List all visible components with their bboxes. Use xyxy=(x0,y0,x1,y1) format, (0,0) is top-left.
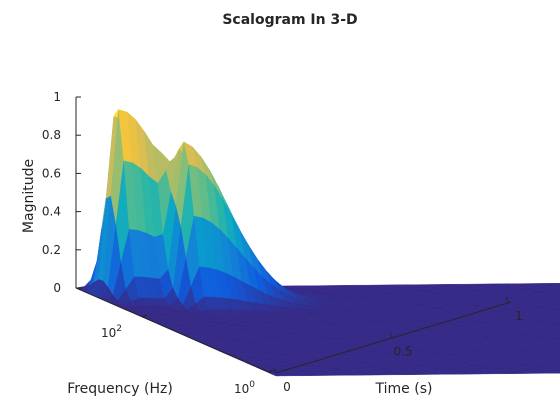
surface-patch xyxy=(550,370,560,374)
surface-patch xyxy=(549,297,560,301)
surface-patch xyxy=(552,345,560,348)
surface-patch xyxy=(552,310,560,314)
z-tick-label: 1 xyxy=(53,90,61,104)
chart-title: Scalogram In 3-D xyxy=(222,12,357,28)
surface-patch xyxy=(549,313,560,316)
z-tick-label: 0.6 xyxy=(42,166,61,180)
surface-patch xyxy=(548,362,560,365)
x-tick-label: 1 xyxy=(515,309,523,323)
surface-patch xyxy=(551,306,560,310)
surface-patch xyxy=(551,287,560,290)
surface-patch xyxy=(555,323,560,327)
x-tick-label: 0.5 xyxy=(393,345,412,359)
surface xyxy=(75,108,560,377)
surface-patch xyxy=(554,319,560,323)
surface-patch xyxy=(550,336,560,340)
y-tick-mark xyxy=(141,314,148,318)
surface-patch xyxy=(553,330,560,333)
surface-patch xyxy=(553,349,560,353)
z-tick-label: 0.2 xyxy=(42,243,61,257)
z-tick-label: 0.4 xyxy=(42,205,61,219)
x-axis-label: Time (s) xyxy=(375,381,433,397)
surface-patch xyxy=(551,340,560,344)
y-axis-line xyxy=(75,287,272,374)
x-tick-mark xyxy=(273,367,277,374)
x-tick-label: 0 xyxy=(283,380,291,394)
surface-patch xyxy=(554,300,560,303)
surface-patch xyxy=(554,285,560,288)
y-tick-mark xyxy=(268,369,275,373)
surface-patch xyxy=(550,351,560,355)
surface-patch xyxy=(555,358,560,361)
y-axis-label: Frequency (Hz) xyxy=(67,381,173,397)
surface-patch xyxy=(547,343,560,346)
surface-patch xyxy=(549,366,560,370)
surface-patch xyxy=(553,364,560,368)
y-tick-label: 102 xyxy=(101,324,122,340)
surface-patch xyxy=(556,328,560,330)
y-tick-label: 100 xyxy=(234,380,255,396)
y-ticks: 102 100 xyxy=(101,314,275,396)
surface-patch xyxy=(551,355,560,359)
surface-patch xyxy=(555,289,560,292)
z-tick-label: 0 xyxy=(53,281,61,295)
surface-patch xyxy=(552,360,560,363)
surface-patch xyxy=(549,332,560,335)
surface-patch xyxy=(556,293,560,296)
x-tick-mark xyxy=(389,332,393,338)
surface-patch xyxy=(552,325,560,329)
x-tick-mark xyxy=(505,296,509,303)
surface-patch xyxy=(555,338,560,342)
surface-patch xyxy=(551,321,560,325)
surface-patch xyxy=(557,313,560,315)
surface-patch xyxy=(548,293,560,297)
z-ticks: 0 0.2 0.4 0.6 0.8 1 xyxy=(42,90,81,295)
surface-patch xyxy=(546,338,560,342)
surface-patch xyxy=(549,347,560,350)
surface-patch xyxy=(552,291,560,295)
surface-patch xyxy=(547,308,560,312)
surface-patch xyxy=(546,304,560,308)
surface-patch xyxy=(556,362,560,365)
surface-patch xyxy=(550,283,560,286)
surface-patch xyxy=(553,295,560,299)
axes xyxy=(75,97,512,374)
z-tick-label: 0.8 xyxy=(42,128,61,142)
surface-patch xyxy=(557,347,560,349)
x-axis-line xyxy=(275,301,512,374)
surface-patch xyxy=(554,353,560,357)
surface-patch xyxy=(555,304,560,307)
z-axis-label: Magnitude xyxy=(21,159,37,233)
surface-patch xyxy=(550,302,560,305)
surface-patch xyxy=(554,334,560,338)
surface-patch xyxy=(550,317,560,320)
surface-patch xyxy=(548,328,560,331)
x-ticks: 00.51 xyxy=(273,296,523,394)
surface-patch xyxy=(553,315,560,318)
